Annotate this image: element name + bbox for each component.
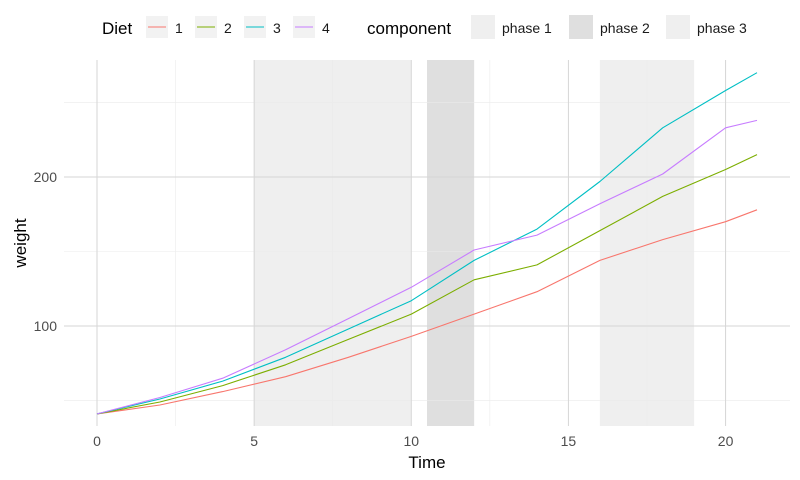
series-lines (96, 72, 758, 415)
legend-key-phase-2 (569, 15, 593, 39)
legend-component-items: phase 1 phase 2 phase 3 (471, 15, 747, 39)
x-tick-labels: 0 5 10 15 20 (93, 433, 733, 449)
series-line-diet-1 (96, 209, 758, 415)
legend-label-phase-2: phase 2 (600, 20, 650, 36)
legend-title-component: component (367, 19, 451, 38)
x-tick-label-15: 15 (561, 433, 577, 449)
series-line-diet-2 (96, 154, 758, 415)
legend-label-phase-1: phase 1 (502, 20, 552, 36)
x-tick-label-20: 20 (718, 433, 734, 449)
x-tick-label-0: 0 (93, 433, 101, 449)
legend-key-phase-3 (666, 15, 690, 39)
y-tick-labels: 100 200 (34, 169, 58, 334)
legend-title-diet: Diet (102, 19, 133, 38)
x-axis-title: Time (408, 453, 445, 472)
legend-label-diet-3: 3 (273, 20, 281, 36)
legend-label-diet-2: 2 (224, 20, 232, 36)
y-tick-label-100: 100 (34, 318, 58, 334)
x-tick-label-5: 5 (250, 433, 258, 449)
x-tick-label-10: 10 (403, 433, 419, 449)
legend-key-phase-1 (471, 15, 495, 39)
phase-bands (254, 60, 695, 426)
legend-label-phase-3: phase 3 (697, 20, 747, 36)
series-line-diet-3 (96, 72, 758, 415)
legend-diet-items: 1 2 3 4 (146, 16, 330, 38)
y-axis-title: weight (11, 218, 30, 268)
series-line-diet-4 (96, 119, 758, 415)
legend-label-diet-4: 4 (322, 20, 330, 36)
y-tick-label-200: 200 (34, 169, 58, 185)
grid-lines (64, 60, 790, 426)
phase-band-2 (427, 60, 475, 426)
legend-label-diet-1: 1 (175, 20, 183, 36)
